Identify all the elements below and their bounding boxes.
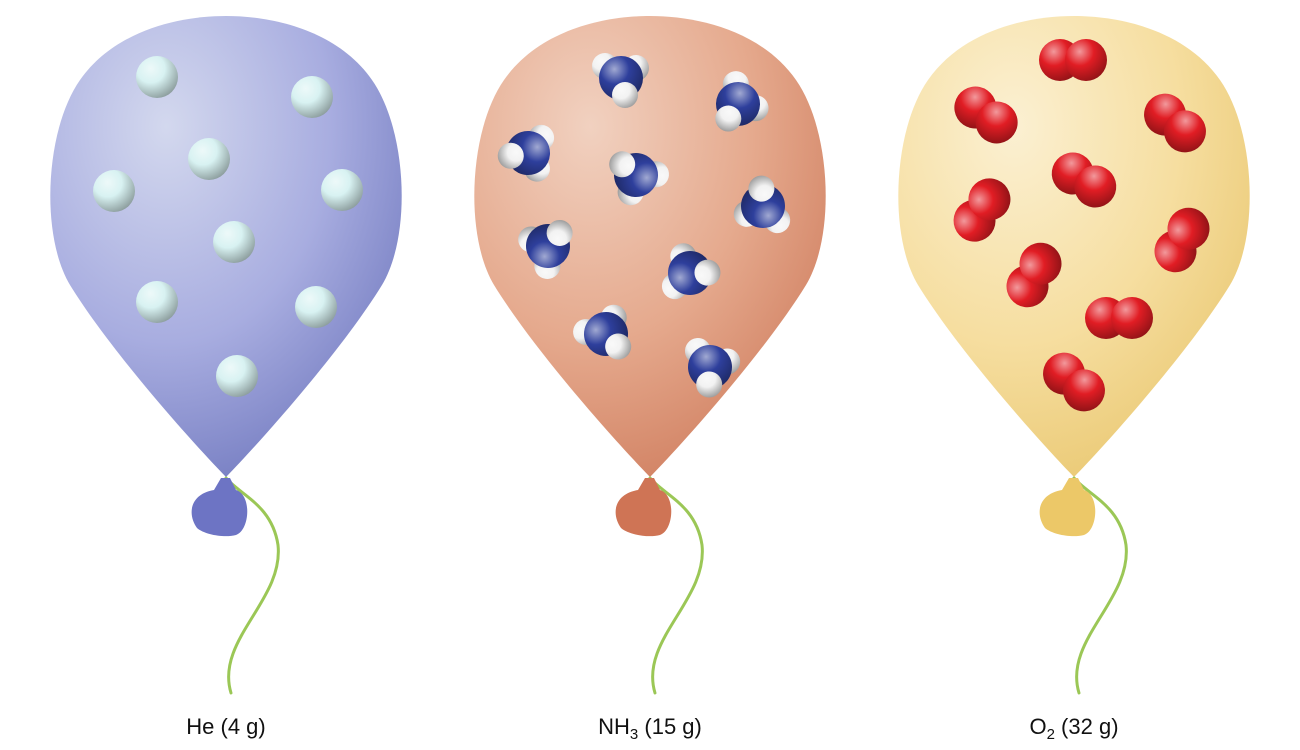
oxygen-molecule <box>1039 39 1107 81</box>
balloon-string <box>224 476 280 695</box>
helium-atom <box>291 76 333 118</box>
oxygen-mass: (32 g) <box>1061 714 1119 739</box>
hydrogen-atom <box>696 371 723 398</box>
hydrogen-atom <box>609 151 636 178</box>
ammonia-molecules <box>497 53 791 398</box>
helium-balloon <box>50 16 402 695</box>
ammonia-label: NH3 (15 g) <box>598 714 702 743</box>
oxygen-molecule <box>953 178 1011 242</box>
helium-formula: He <box>186 714 215 739</box>
oxygen-formula: O <box>1029 714 1047 739</box>
ammonia-balloon <box>474 16 826 695</box>
balloon-string <box>1072 476 1128 695</box>
helium-label: He (4 g) <box>186 714 266 740</box>
balloon-string <box>648 476 704 695</box>
oxygen-atom <box>1167 207 1210 250</box>
hydrogen-atom <box>605 333 632 360</box>
hydrogen-atom <box>694 259 721 286</box>
oxygen-atom <box>1163 110 1206 153</box>
oxygen-atom <box>1019 242 1062 285</box>
ammonia-subscript: 3 <box>629 726 639 743</box>
helium-atom <box>136 56 178 98</box>
helium-atom <box>93 170 135 212</box>
ammonia-molecule <box>609 151 669 206</box>
oxygen-molecule <box>1006 242 1062 308</box>
oxygen-balloon <box>898 16 1250 695</box>
ammonia-molecule <box>715 71 769 132</box>
hydrogen-atom <box>748 175 775 202</box>
helium-atoms <box>93 56 363 397</box>
oxygen-subscript: 2 <box>1046 726 1055 743</box>
ammonia-mass: (15 g) <box>644 714 702 739</box>
oxygen-molecule <box>1043 352 1105 412</box>
balloon-knot <box>615 478 672 537</box>
ammonia-molecule <box>497 124 555 182</box>
helium-atom <box>188 138 230 180</box>
ammonia-molecule <box>573 304 632 360</box>
oxygen-label: O2 (32 g) <box>1029 714 1119 743</box>
oxygen-molecule <box>1085 297 1153 339</box>
helium-atom <box>321 169 363 211</box>
ammonia-molecule <box>592 53 649 108</box>
oxygen-molecule <box>1144 93 1206 153</box>
helium-atom <box>213 221 255 263</box>
helium-atom <box>136 281 178 323</box>
oxygen-molecule <box>1051 152 1117 208</box>
oxygen-atom <box>1062 369 1105 412</box>
oxygen-atom <box>1111 297 1153 339</box>
balloon-knot <box>1039 478 1096 537</box>
ammonia-molecule <box>733 175 791 234</box>
oxygen-molecules <box>953 39 1210 412</box>
hydrogen-atom <box>497 142 524 169</box>
ammonia-molecule <box>661 243 721 300</box>
oxygen-atom <box>968 178 1011 221</box>
helium-atom <box>216 355 258 397</box>
helium-atom <box>295 286 337 328</box>
balloon-knot <box>191 478 248 537</box>
hydrogen-atom <box>612 82 638 108</box>
oxygen-molecule <box>1154 207 1210 273</box>
hydrogen-atom <box>546 219 573 246</box>
ammonia-formula: NH <box>598 714 630 739</box>
oxygen-molecule <box>954 86 1018 144</box>
helium-mass: (4 g) <box>220 714 266 739</box>
oxygen-atom <box>1065 39 1107 81</box>
oxygen-atom <box>1074 165 1117 208</box>
ammonia-molecule <box>518 219 573 279</box>
hydrogen-atom <box>715 105 742 132</box>
oxygen-atom <box>975 101 1018 144</box>
ammonia-molecule <box>684 338 741 398</box>
